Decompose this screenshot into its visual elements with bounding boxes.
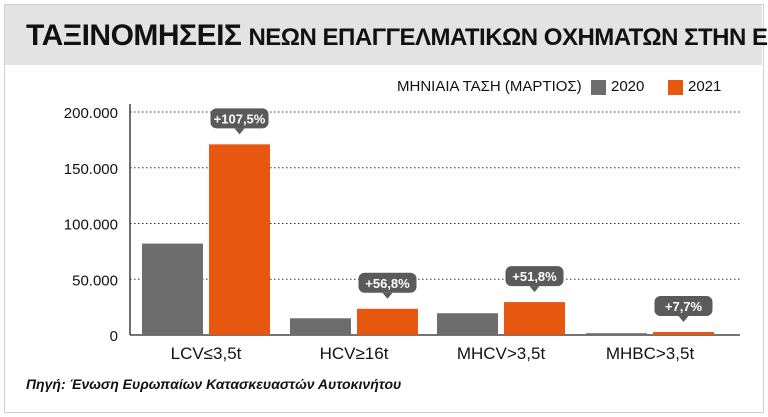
bar-2020 xyxy=(586,333,647,335)
legend-swatch-2020 xyxy=(591,80,606,95)
legend-swatch-2021 xyxy=(668,80,683,95)
title-bar xyxy=(5,5,762,65)
change-badge-pointer xyxy=(234,128,245,135)
change-label: +7,7% xyxy=(665,299,703,314)
change-badge xyxy=(210,108,269,129)
y-tick-label: 0 xyxy=(110,328,118,345)
bar-2020 xyxy=(290,318,351,335)
title-strong: ΤΑΞΙΝΟΜΗΣΕΙΣ xyxy=(26,19,242,52)
x-tick-label: LCV≤3,5t xyxy=(171,344,242,363)
change-badge xyxy=(358,272,417,293)
bar-2020 xyxy=(437,313,498,335)
legend-name-2021: 2021 xyxy=(688,78,722,95)
y-tick-label: 200.000 xyxy=(64,105,118,122)
y-tick-label: 100.000 xyxy=(64,217,118,234)
change-label: +107,5% xyxy=(214,111,266,126)
chart-frame xyxy=(4,4,764,413)
change-badge xyxy=(505,266,564,287)
title-rest: ΝΕΩΝ ΕΠΑΓΓΕΛΜΑΤΙΚΩΝ ΟΧΗΜΑΤΩΝ ΣΤΗΝ ΕΕ xyxy=(248,24,768,51)
x-tick-label: MHBC>3,5t xyxy=(606,344,695,363)
x-tick-label: HCV≥16t xyxy=(320,344,389,363)
legend-name-2020: 2020 xyxy=(611,78,645,95)
legend-label: ΜΗΝΙΑΙΑ ΤΑΣΗ (ΜΑΡΤΙΟΣ) xyxy=(397,78,582,95)
bar-2021 xyxy=(653,331,714,335)
change-label: +51,8% xyxy=(512,269,557,284)
x-tick-label: MHCV>3,5t xyxy=(457,344,546,363)
change-label: +56,8% xyxy=(365,276,410,291)
bar-2021 xyxy=(357,308,418,335)
bar-2021 xyxy=(504,302,565,335)
chart-title: ΤΑΞΙΝΟΜΗΣΕΙΣ ΝΕΩΝ ΕΠΑΓΓΕΛΜΑΤΙΚΩΝ ΟΧΗΜΑΤΩ… xyxy=(26,19,768,53)
bar-2020 xyxy=(142,243,203,335)
change-badge xyxy=(654,295,713,316)
bar-2021 xyxy=(209,144,270,335)
legend: ΜΗΝΙΑΙΑ ΤΑΣΗ (ΜΑΡΤΙΟΣ) 2020 2021 xyxy=(0,76,768,98)
change-badge-pointer xyxy=(382,292,393,299)
change-badge-pointer xyxy=(678,315,689,322)
y-tick-label: 50.000 xyxy=(72,272,118,289)
change-badge-pointer xyxy=(529,286,540,293)
y-tick-label: 150.000 xyxy=(64,161,118,178)
source-note: Πηγή: Ένωση Ευρωπαίων Κατασκευαστών Αυτο… xyxy=(26,376,402,392)
